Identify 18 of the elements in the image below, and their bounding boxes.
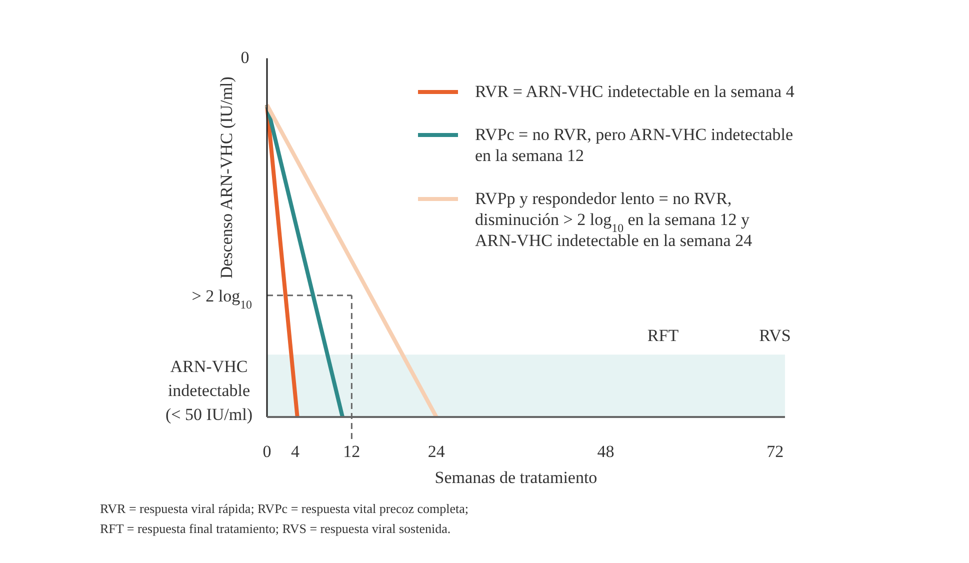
x-tick-label: 4 bbox=[290, 442, 300, 461]
band-label: ARN-VHC indetectable (< 50 IU/ml) bbox=[165, 356, 253, 424]
x-tick-label: 72 bbox=[766, 442, 784, 461]
legend-label: RVPp y respondedor lento = no RVR, disminución > 2 log$_{10}$ en la semana 12 y ARN-VHC indetectable en la semana 24 bbox=[475, 189, 753, 250]
x-tick-label: 12 bbox=[343, 442, 360, 461]
ref-line-label: > 2 log$_{10}$ bbox=[192, 286, 252, 312]
x-tick-label: 48 bbox=[597, 442, 614, 461]
annotation: RFT bbox=[647, 326, 680, 345]
annotation: RVS bbox=[759, 326, 791, 345]
legend-label: RVR = ARN-VHC indetectable en la semana 4 bbox=[475, 82, 795, 101]
y-axis-title: Descenso ARN-VHC (IU/ml) bbox=[217, 76, 236, 279]
text: RFT = respuesta final tratamiento; RVS = respuesta viral sostenida. bbox=[100, 521, 451, 536]
legend-label: RVPc = no RVR, pero ARN-VHC indetectable en la semana 12 bbox=[475, 125, 794, 165]
text: 0 bbox=[240, 48, 250, 67]
x-tick-label: 24 bbox=[428, 442, 446, 461]
x-axis-title: Semanas de tratamiento bbox=[434, 468, 598, 487]
text: RVR = respuesta viral rápida; RVPc = respuesta vital precoz completa; bbox=[100, 501, 469, 516]
x-tick-label: 0 bbox=[262, 442, 272, 461]
